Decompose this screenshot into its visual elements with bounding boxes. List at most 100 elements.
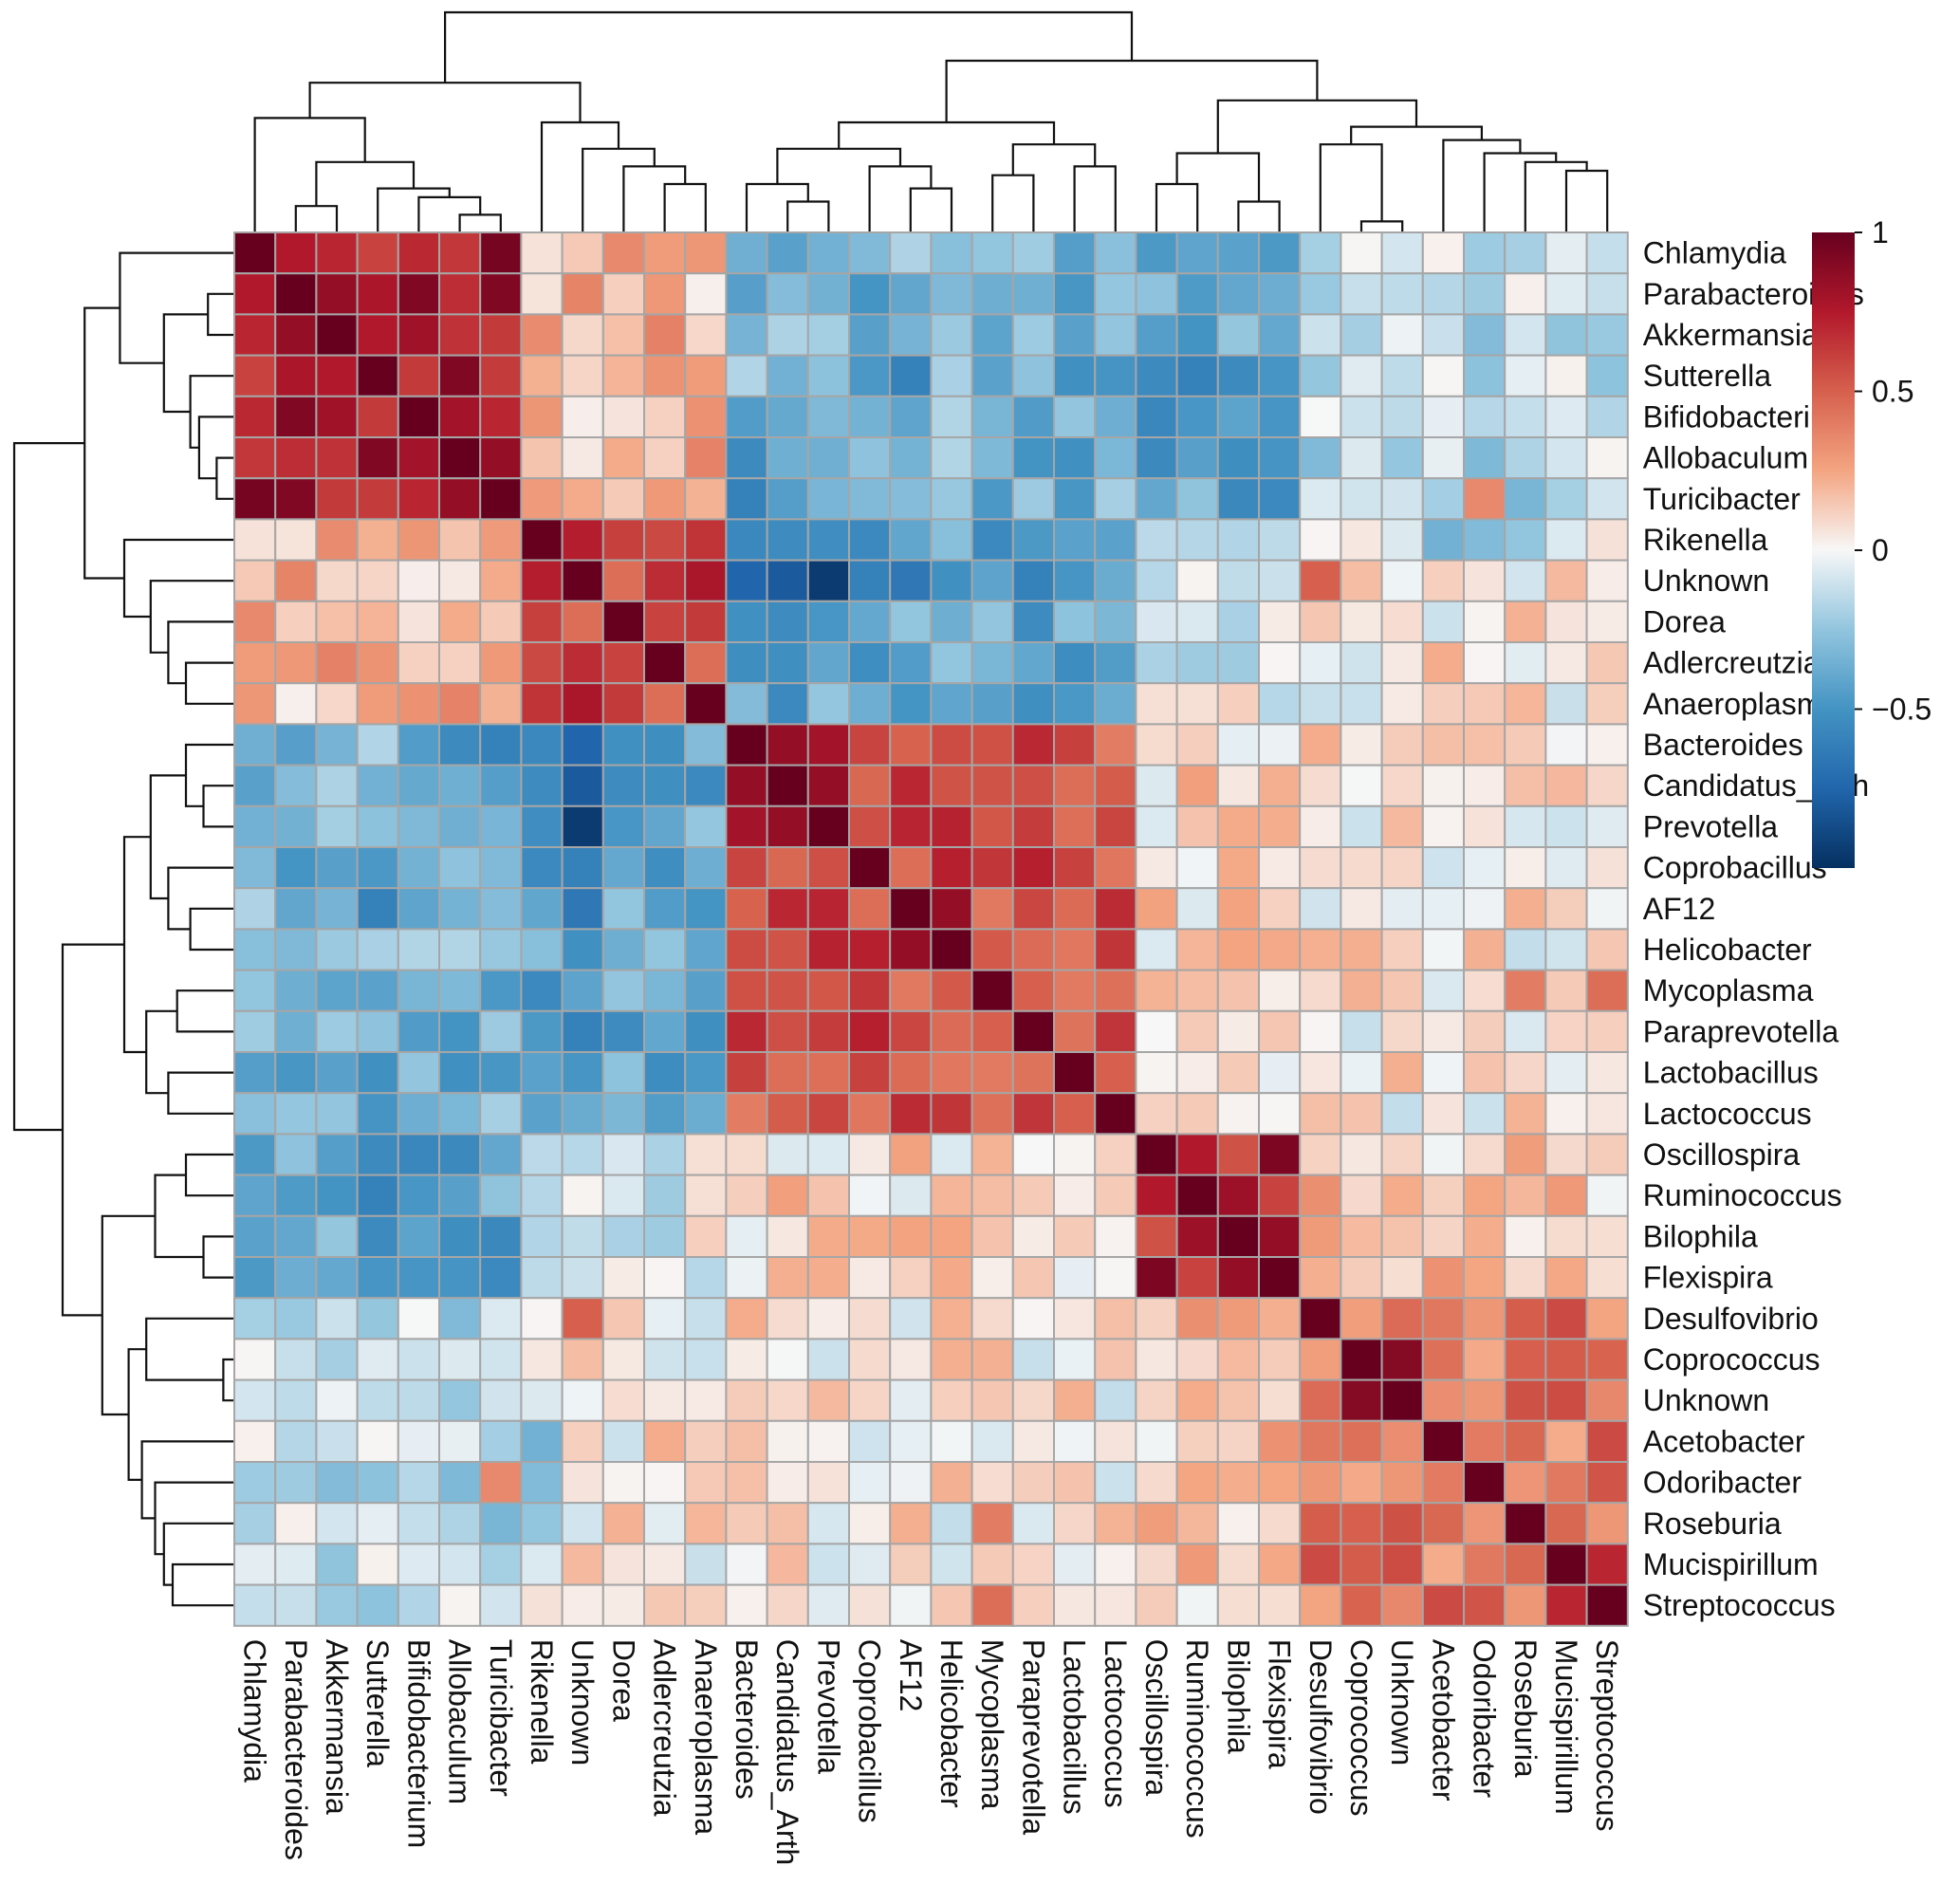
heatmap-cell (1258, 1338, 1302, 1381)
column-label: Mycoplasma (975, 1639, 1009, 1810)
heatmap-cell (1340, 1461, 1383, 1505)
heatmap-cell (643, 1009, 687, 1054)
heatmap-cell (1504, 395, 1547, 438)
heatmap-cell (520, 1502, 564, 1545)
heatmap-cell (766, 846, 809, 890)
heatmap-cell (806, 764, 850, 807)
heatmap-cell (1053, 231, 1097, 275)
heatmap-cell (274, 723, 318, 767)
heatmap-cell (684, 1051, 728, 1095)
heatmap-cell (970, 804, 1014, 848)
heatmap-cell (274, 600, 318, 643)
heatmap-cell (438, 1214, 482, 1259)
heatmap-cell (889, 1297, 933, 1340)
heatmap-cell (684, 887, 728, 931)
heatmap-cell (274, 1583, 318, 1627)
heatmap-cell (889, 436, 933, 480)
heatmap-cell (766, 928, 809, 971)
heatmap-cell (438, 1338, 482, 1381)
heatmap-cell (274, 1051, 318, 1095)
heatmap-cell (315, 1297, 359, 1340)
heatmap-cell (930, 436, 973, 480)
heatmap-cell (1504, 354, 1547, 397)
heatmap-cell (1421, 518, 1466, 562)
heatmap-cell (601, 1214, 645, 1259)
row-label: Unknown (1643, 564, 1769, 598)
heatmap-cell (520, 764, 564, 807)
heatmap-cell (397, 1051, 440, 1095)
heatmap-cell (274, 518, 318, 562)
heatmap-cell (1135, 518, 1178, 562)
column-label: Adlercreutzia (648, 1639, 682, 1817)
heatmap-cell (1380, 1214, 1424, 1259)
heatmap-cell (315, 1009, 359, 1054)
heatmap-cell (684, 723, 728, 767)
heatmap-cell (766, 1543, 809, 1586)
heatmap-cell (520, 1297, 564, 1340)
heatmap-cell (889, 477, 933, 521)
dendrogram-branch (167, 866, 234, 931)
dendrogram-branch (1350, 125, 1483, 145)
heatmap-cell (1504, 1051, 1547, 1095)
heatmap-cell (766, 231, 809, 275)
heatmap-cell (1053, 354, 1097, 397)
heatmap-cell (848, 969, 892, 1012)
heatmap-cell (970, 1256, 1014, 1300)
heatmap-cell (315, 559, 359, 602)
heatmap-cell (1463, 1092, 1507, 1136)
heatmap-cell (1175, 1092, 1219, 1136)
heatmap-cell (561, 764, 604, 807)
heatmap-cell (356, 395, 399, 438)
heatmap-cell (520, 559, 564, 602)
heatmap-cell (1011, 641, 1056, 685)
heatmap-cell (601, 395, 645, 438)
heatmap-cell (684, 1256, 728, 1300)
heatmap-cell (1135, 231, 1178, 275)
heatmap-cell (356, 313, 399, 357)
heatmap-cell (1011, 1378, 1056, 1422)
heatmap-cell (930, 969, 973, 1012)
heatmap-cell (315, 1543, 359, 1586)
heatmap-cell (684, 518, 728, 562)
heatmap-cell (1544, 272, 1588, 316)
heatmap-cell (889, 1092, 933, 1136)
heatmap-cell (1380, 354, 1424, 397)
dendrogram-branch (207, 292, 234, 337)
heatmap-cell (970, 436, 1014, 480)
heatmap-cell (1299, 928, 1342, 971)
dendrogram-branch (202, 1235, 234, 1279)
heatmap-cell (1585, 1583, 1629, 1627)
heatmap-cell (1463, 354, 1507, 397)
heatmap-cell (684, 313, 728, 357)
colorbar-gradient (1812, 232, 1855, 868)
heatmap-cell (848, 272, 892, 316)
heatmap-cell (1504, 1583, 1547, 1627)
heatmap-cell (520, 804, 564, 848)
heatmap-cell (1421, 1583, 1466, 1627)
heatmap-cell (725, 559, 768, 602)
heatmap-cell (1504, 804, 1547, 848)
heatmap-cell (643, 1461, 687, 1505)
heatmap-cell (1544, 1009, 1588, 1054)
column-label: Mucispirillum (1549, 1639, 1583, 1815)
heatmap-cell (479, 1502, 523, 1545)
heatmap-cell (1421, 969, 1466, 1012)
heatmap-cell (1380, 600, 1424, 643)
heatmap-cell (806, 928, 850, 971)
heatmap-cell (561, 804, 604, 848)
heatmap-cell (1011, 1338, 1056, 1381)
heatmap-cell (970, 1214, 1014, 1259)
heatmap-cell (397, 1297, 440, 1340)
heatmap-cell (643, 1583, 687, 1627)
heatmap-cell (806, 1543, 850, 1586)
heatmap-cell (684, 1338, 728, 1381)
heatmap-cell (970, 1297, 1014, 1340)
heatmap-cell (1135, 1092, 1178, 1136)
heatmap-cell (397, 436, 440, 480)
heatmap-cell (970, 1419, 1014, 1464)
heatmap-cell (1463, 969, 1507, 1012)
heatmap-cell (766, 600, 809, 643)
heatmap-cell (643, 477, 687, 521)
heatmap-cell (561, 1133, 604, 1176)
heatmap-cell (356, 1297, 399, 1340)
